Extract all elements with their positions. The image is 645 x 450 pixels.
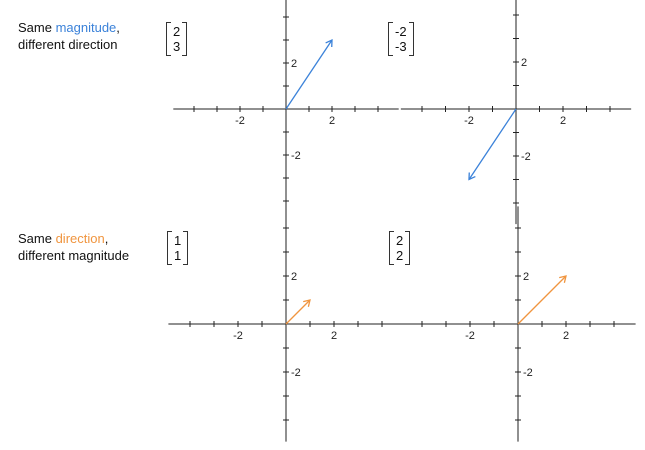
x-tick-label: 2 [329,115,335,127]
vector-arrowhead [468,172,476,181]
vector-line [468,108,517,180]
y-tick-label: -2 [291,150,301,162]
x-tick-label: -2 [465,330,475,342]
vector-x: -2 [395,24,407,39]
y-tick-label: 2 [521,57,527,69]
y-tick-label: -2 [523,367,533,379]
x-tick-label: 2 [560,115,566,127]
x-tick-label: 2 [331,330,337,342]
row-label-line2: different magnitude [18,248,130,263]
row-label-line2: different direction [18,37,118,52]
vector-line [285,299,311,325]
vector-matrix-4: 2 2 [389,231,411,265]
x-tick-label: -2 [233,330,243,342]
y-tick-label: 2 [291,58,297,70]
vector-matrix-1: 2 3 [166,22,188,56]
vector-matrix-3: 1 1 [167,231,189,265]
vector-arrowhead [303,299,311,307]
vector-matrix-2: -2 -3 [388,22,414,56]
y-tick-label: 2 [523,271,529,283]
row-label-highlight: magnitude [55,20,117,35]
vector-x: 1 [174,233,182,248]
y-tick-label: 2 [291,271,297,283]
row-label-direction: Same direction, different magnitude [18,230,129,264]
row-label-highlight: direction [55,231,105,246]
vector-y: 1 [174,248,182,263]
vector-arrowhead [325,38,333,48]
row-label-prefix: Same [18,231,56,246]
y-tick-label: -2 [521,151,531,163]
vector-x: 2 [396,233,404,248]
row-label-suffix: , [104,231,109,246]
x-tick-label: -2 [235,115,245,127]
vector-x: 2 [173,24,181,39]
vector-line [517,275,567,325]
row-label-magnitude: Same magnitude, different direction [18,19,120,53]
vector-line [285,39,333,110]
row-label-prefix: Same [18,20,56,35]
x-tick-label: -2 [464,115,474,127]
row-label-suffix: , [116,20,120,35]
vector-y: 3 [173,39,181,54]
vector-y: 2 [396,248,404,263]
vector-arrowhead [559,275,567,283]
vector-y: -3 [395,39,407,54]
y-tick-label: -2 [291,367,301,379]
x-tick-label: 2 [563,330,569,342]
